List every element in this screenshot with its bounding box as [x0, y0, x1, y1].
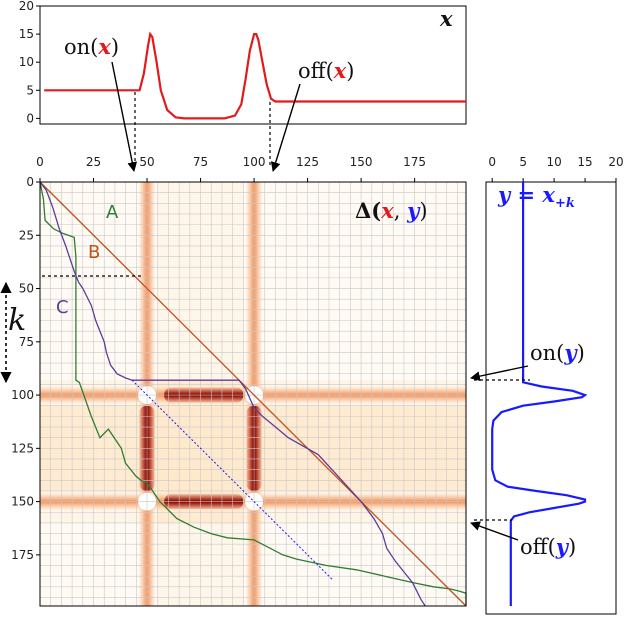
on-y-symbol: 𝒚 [563, 340, 578, 365]
path-A-label: A [106, 202, 119, 223]
x-plot-y-tick-label: 20 [19, 0, 34, 13]
on-y-text: on( [530, 341, 564, 365]
heatmap-y-tick-label: 25 [19, 228, 34, 242]
off-x-label: off(𝒙) [298, 58, 355, 83]
heatmap-y-tick-label: 125 [11, 441, 34, 455]
off-x-text: off( [298, 59, 334, 83]
heatmap-y-tick-label: 175 [11, 548, 34, 562]
heatmap-y-tick-label: 75 [19, 335, 34, 349]
heatmap-x-tick-label: 75 [193, 155, 208, 169]
off-x-arrow [270, 83, 301, 172]
on-x-text: on( [64, 35, 98, 59]
x-plot-y-tick-label: 15 [19, 27, 34, 41]
heatmap-y-tick-label: 150 [11, 495, 34, 509]
main-diagonal [131, 379, 334, 581]
x-plot-title: 𝒙 [439, 6, 453, 31]
heatmap-x-tick-label: 25 [86, 155, 101, 169]
y-plot-x-tick-label: 10 [546, 155, 561, 169]
on-x-close: ) [111, 35, 119, 59]
heatmap-y-tick-label: 50 [19, 282, 34, 296]
warping-paths [39, 181, 467, 607]
delta-heatmap: 0 25 50 75 100 125 150 175 0255075100125150175 … [11, 155, 467, 607]
heatmap-y-ticks: 0 25 50 75 100 125 150 175 [11, 175, 40, 562]
off-y-text: off( [520, 535, 556, 559]
warping-path-C [39, 181, 426, 607]
y-series-plot: 0 5 10 15 20 𝒚 = 𝒙+k [485, 155, 624, 615]
y-plot-x-tick-label: 5 [519, 155, 527, 169]
heatmap-y-tick-label: 100 [11, 388, 34, 402]
y-plot-x-tick-label: 0 [488, 155, 496, 169]
on-y-label: on(𝒚) [530, 340, 585, 365]
k-label: k [8, 303, 26, 338]
x-plot-y-ticks: 0 5 10 15 20 [19, 0, 40, 125]
heatmap-x-ticks: 0 25 50 75 100 125 150 175 [36, 155, 426, 182]
delta-title-head: 𝚫( [355, 198, 381, 223]
y-plot-title-eq: 𝒚 = 𝒙 [497, 182, 555, 207]
off-x-symbol: 𝒙 [333, 58, 347, 83]
heatmap-y-tick-label: 0 [26, 175, 34, 189]
on-y-close: ) [577, 341, 585, 365]
off-y-label: off(𝒚) [520, 534, 576, 559]
y-plot-x-ticks: 0 5 10 15 20 [488, 155, 624, 182]
on-x-label: on(𝒙) [64, 34, 119, 59]
x-plot-frame [39, 5, 467, 125]
on-x-symbol: 𝒙 [97, 34, 111, 59]
k-offset-annotation: k [0, 281, 26, 384]
y-series-line [491, 182, 588, 606]
delta-title-x: 𝒙 [380, 198, 394, 223]
heatmap-x-tick-label: 125 [296, 155, 319, 169]
off-y-close: ) [568, 535, 576, 559]
y-plot-frame [485, 181, 617, 615]
delta-title-tail: ) [419, 199, 427, 223]
heatmap-x-tick-label: 100 [243, 155, 266, 169]
path-B-label: B [88, 242, 100, 263]
warping-path-A [39, 181, 467, 606]
delta-title-comma: , [394, 199, 407, 223]
y-plot-x-tick-label: 20 [608, 155, 623, 169]
heatmap-frame [39, 181, 467, 607]
delta-title: 𝚫(𝒙, 𝒚) [355, 198, 428, 223]
off-y-arrow [470, 521, 519, 541]
heatmap-x-tick-label: 0 [36, 155, 44, 169]
off-x-close: ) [346, 59, 354, 83]
path-C-label: C [56, 297, 69, 318]
y-plot-x-tick-label: 15 [577, 155, 592, 169]
delta-title-y: 𝒚 [406, 198, 421, 223]
y-plot-title-sub: +k [555, 196, 575, 211]
onset-offset-annotations: on(𝒙) off(𝒙) on(𝒚) off(𝒚) [64, 34, 585, 559]
x-plot-y-tick-label: 0 [26, 111, 34, 125]
y-plot-title: 𝒚 = 𝒙+k [497, 182, 575, 211]
heatmap-x-tick-label: 50 [139, 155, 154, 169]
heatmap-grid [39, 181, 466, 606]
x-series-line [44, 31, 466, 120]
on-x-arrow [111, 61, 138, 172]
x-series-plot: 0 5 10 15 20 𝒙 [19, 0, 467, 125]
heatmap-x-tick-label: 150 [350, 155, 373, 169]
x-plot-y-tick-label: 10 [19, 55, 34, 69]
heatmap-x-tick-label: 175 [403, 155, 426, 169]
x-plot-y-tick-label: 5 [26, 83, 34, 97]
on-y-arrow [470, 365, 529, 381]
off-y-symbol: 𝒚 [555, 534, 570, 559]
